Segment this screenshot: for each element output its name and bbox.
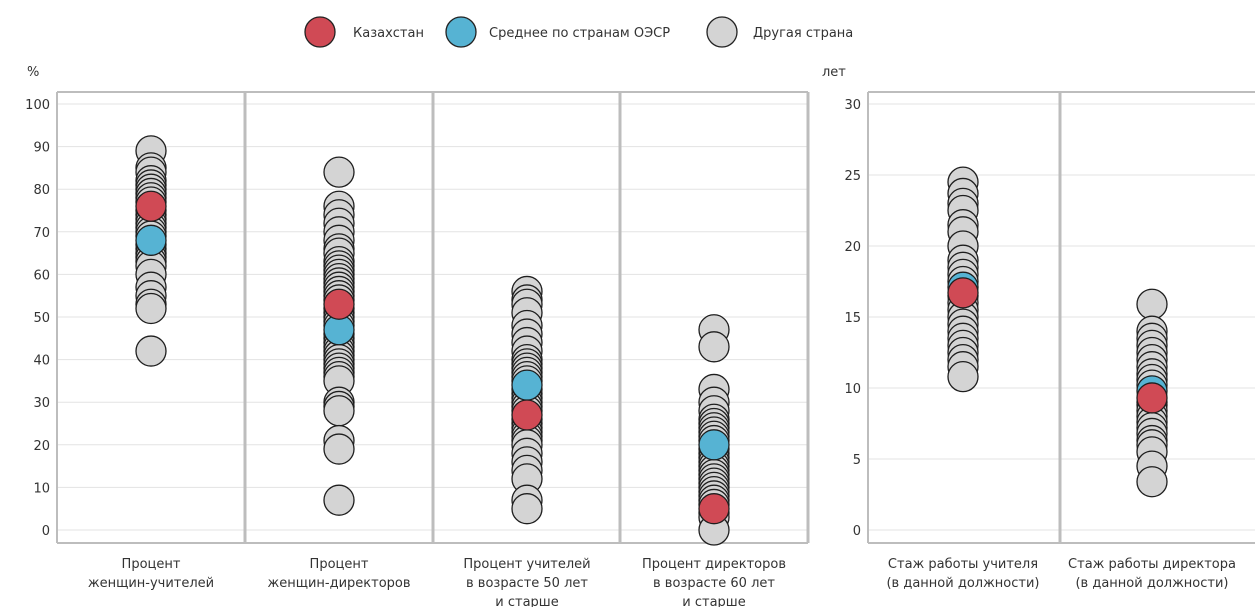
- point-oecd-average: [511, 369, 543, 401]
- point-other-country: [698, 331, 730, 363]
- point-oecd-average: [698, 429, 730, 461]
- y-tick-label: 5: [853, 453, 861, 468]
- legend-marker: [706, 16, 738, 48]
- point-other-country: [511, 493, 543, 525]
- y-tick-label: 40: [33, 354, 50, 369]
- y-unit-label: %: [27, 65, 39, 80]
- legend-marker: [445, 16, 477, 48]
- point-kazakhstan: [698, 493, 730, 525]
- point-kazakhstan: [1136, 382, 1168, 414]
- category-group: Процент женщин-учителей: [88, 135, 214, 591]
- y-tick-label: 20: [33, 439, 50, 454]
- point-kazakhstan: [947, 277, 979, 309]
- category-group: Процент женщин-директоров: [267, 156, 411, 591]
- category-label: (в данной должности): [886, 576, 1039, 591]
- y-tick-label: 70: [33, 226, 50, 241]
- category-label: Процент директоров: [642, 557, 786, 572]
- category-label: женщин-директоров: [267, 576, 410, 591]
- point-other-country: [135, 335, 167, 367]
- category-label: в возрасте 60 лет: [653, 576, 775, 591]
- legend: Казахстан Среднее по странам ОЭСР Другая с…: [304, 16, 853, 48]
- y-tick-label: 80: [33, 183, 50, 198]
- category-label: Процент: [310, 557, 369, 572]
- y-tick-label: 60: [33, 268, 50, 283]
- y-tick-label: 10: [844, 382, 861, 397]
- chart-panel-1: 0 10 20 30 40 50 60 70 80 90 100% Процент женщин-учи…: [25, 65, 810, 610]
- point-other-country: [323, 395, 355, 427]
- point-other-country: [135, 292, 167, 325]
- category-label: женщин-учителей: [88, 576, 214, 591]
- y-tick-label: 0: [42, 524, 50, 539]
- legend-marker: [304, 16, 336, 48]
- category-label: в возрасте 50 лет: [466, 576, 588, 591]
- point-kazakhstan: [511, 399, 543, 431]
- category-label: Процент: [122, 557, 181, 572]
- point-other-country: [323, 433, 355, 465]
- category-group: Процент директоров в возрасте 60 лет и ста…: [642, 314, 786, 610]
- y-tick-label: 25: [844, 169, 861, 184]
- y-tick-label: 0: [853, 524, 861, 539]
- point-other-country: [947, 360, 979, 393]
- category-group: Стаж работы учителя (в данной должности): [886, 166, 1040, 591]
- point-kazakhstan: [135, 190, 167, 222]
- category-label: Стаж работы учителя: [888, 557, 1038, 572]
- point-oecd-average: [135, 224, 167, 256]
- category-group: Процент учителей в возрасте 50 лет и старш…: [463, 275, 591, 610]
- category-label: Процент учителей: [463, 557, 590, 572]
- category-label: (в данной должности): [1075, 576, 1228, 591]
- point-other-country: [323, 156, 355, 188]
- chart-panel-2: 0 5 10 15 20 25 30 лет Стаж работы учителя (в дан…: [822, 65, 1255, 591]
- y-tick-label: 50: [33, 311, 50, 326]
- y-tick-label: 100: [25, 98, 50, 113]
- point-other-country: [323, 484, 355, 516]
- category-group: Стаж работы директора (в данной должности…: [1068, 288, 1236, 591]
- legend-label: Другая страна: [753, 26, 853, 41]
- point-kazakhstan: [323, 288, 355, 320]
- y-tick-label: 10: [33, 481, 50, 496]
- point-other-country: [1136, 288, 1168, 320]
- y-tick-label: 30: [844, 98, 861, 113]
- category-label: Стаж работы директора: [1068, 557, 1236, 572]
- point-other-country: [1136, 466, 1168, 498]
- legend-label: Казахстан: [353, 26, 424, 41]
- y-tick-label: 20: [844, 240, 861, 255]
- category-label: и старше: [682, 595, 745, 607]
- y-tick-label: 30: [33, 396, 50, 411]
- y-tick-label: 90: [33, 141, 50, 156]
- y-tick-label: 15: [844, 311, 861, 326]
- y-unit-label: лет: [822, 65, 846, 80]
- legend-label: Среднее по странам ОЭСР: [489, 26, 670, 41]
- category-label: и старше: [495, 595, 558, 607]
